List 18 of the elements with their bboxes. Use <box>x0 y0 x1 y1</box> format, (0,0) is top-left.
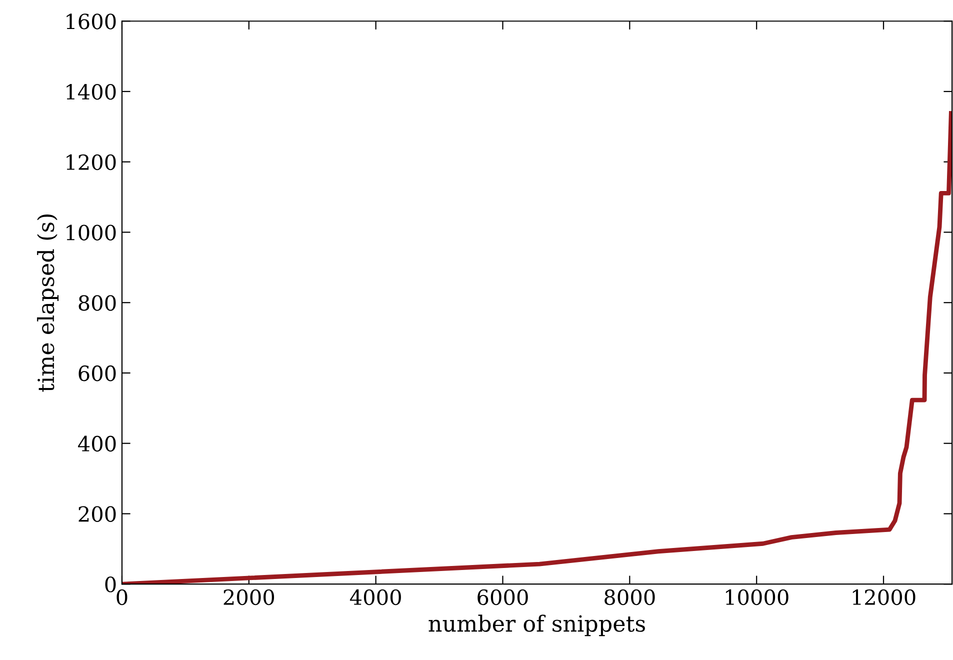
y-tick-label: 1600 <box>66 14 116 30</box>
x-tick-label: 6000 <box>478 589 528 606</box>
x-tick-label: 12000 <box>852 589 916 606</box>
x-tick-label: 4000 <box>350 589 401 606</box>
x-tick-label: 10000 <box>726 589 788 606</box>
y-tick-label: 1400 <box>66 84 116 100</box>
x-tick-label: 8000 <box>604 589 655 606</box>
y-tick-label: 600 <box>78 365 116 382</box>
x-axis-title: number of snippets <box>428 614 645 636</box>
y-tick-label: 400 <box>78 436 116 452</box>
y-axis-title: time elapsed (s) <box>37 214 59 392</box>
x-tick-label: 2000 <box>224 589 274 606</box>
y-tick-label: 1200 <box>66 154 116 170</box>
y-tick-label: 800 <box>78 295 116 311</box>
x-tick-label: 0 <box>116 589 128 606</box>
y-tick-label: 200 <box>78 506 116 522</box>
y-tick-label: 0 <box>105 576 116 592</box>
y-tick-label: 1000 <box>66 224 116 240</box>
